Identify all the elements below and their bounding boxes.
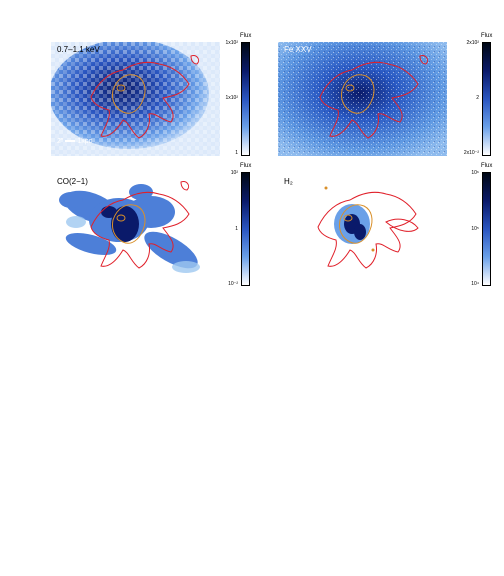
fexxv-image [278, 42, 447, 156]
panel-label-soft-xray: 0.7–1.1 keV [57, 45, 100, 54]
colorbar-2-tick-mid: 2 [476, 95, 479, 101]
xray-soft-map: 0.7–1.1 keV 2″ 1kpc [51, 42, 220, 156]
scale-bar-line [65, 140, 76, 143]
colorbar-4-tick-top: 10⁶ [471, 170, 479, 176]
colorbar-3-tick-top: 10² [230, 170, 238, 176]
scale-bar: 2″ 1kpc [57, 138, 92, 145]
colorbar-3-tick-bottom: 10⁻² [228, 281, 238, 287]
colorbar-4 [482, 172, 491, 286]
colorbar-4-tick-mid: 10⁵ [471, 226, 479, 232]
colorbar-1 [241, 42, 250, 156]
panel-label-co: CO(2−1) [57, 177, 88, 186]
scale-bar-arcsec: 2″ [57, 138, 64, 145]
colorbar-title-1: Flux [240, 33, 252, 39]
h2-map: H₂ [278, 172, 447, 286]
colorbar-1-tick-top: 1x10² [225, 40, 238, 46]
colorbar-2-tick-top: 2x10² [466, 40, 479, 46]
colorbar-4-tick-bottom: 10⁴ [471, 281, 479, 287]
h2-image [278, 172, 447, 286]
contour-orange [112, 74, 146, 114]
xray-soft-image [51, 42, 220, 156]
colorbar-title-3: Flux [240, 163, 252, 169]
colorbar-2-tick-bottom: 2x10⁻² [463, 150, 479, 156]
colorbar-2 [482, 42, 491, 156]
panel-label-fexxv: Fe XXV [284, 45, 312, 54]
colorbar-1-tick-mid: 1x10² [225, 95, 238, 101]
colorbar-title-2: Flux [481, 33, 493, 39]
colorbar-title-4: Flux [481, 163, 493, 169]
colorbar-3 [241, 172, 250, 286]
co-image [51, 172, 220, 286]
colorbar-1-tick-bottom: 1 [235, 150, 238, 156]
panel-label-h2: H₂ [284, 177, 293, 186]
fexxv-map: Fe XXV [278, 42, 447, 156]
scale-bar-kpc: 1kpc [77, 138, 93, 145]
contour-red [90, 55, 200, 139]
colorbar-3-tick-mid: 1 [235, 226, 238, 232]
co-map: CO(2−1) [51, 172, 220, 286]
